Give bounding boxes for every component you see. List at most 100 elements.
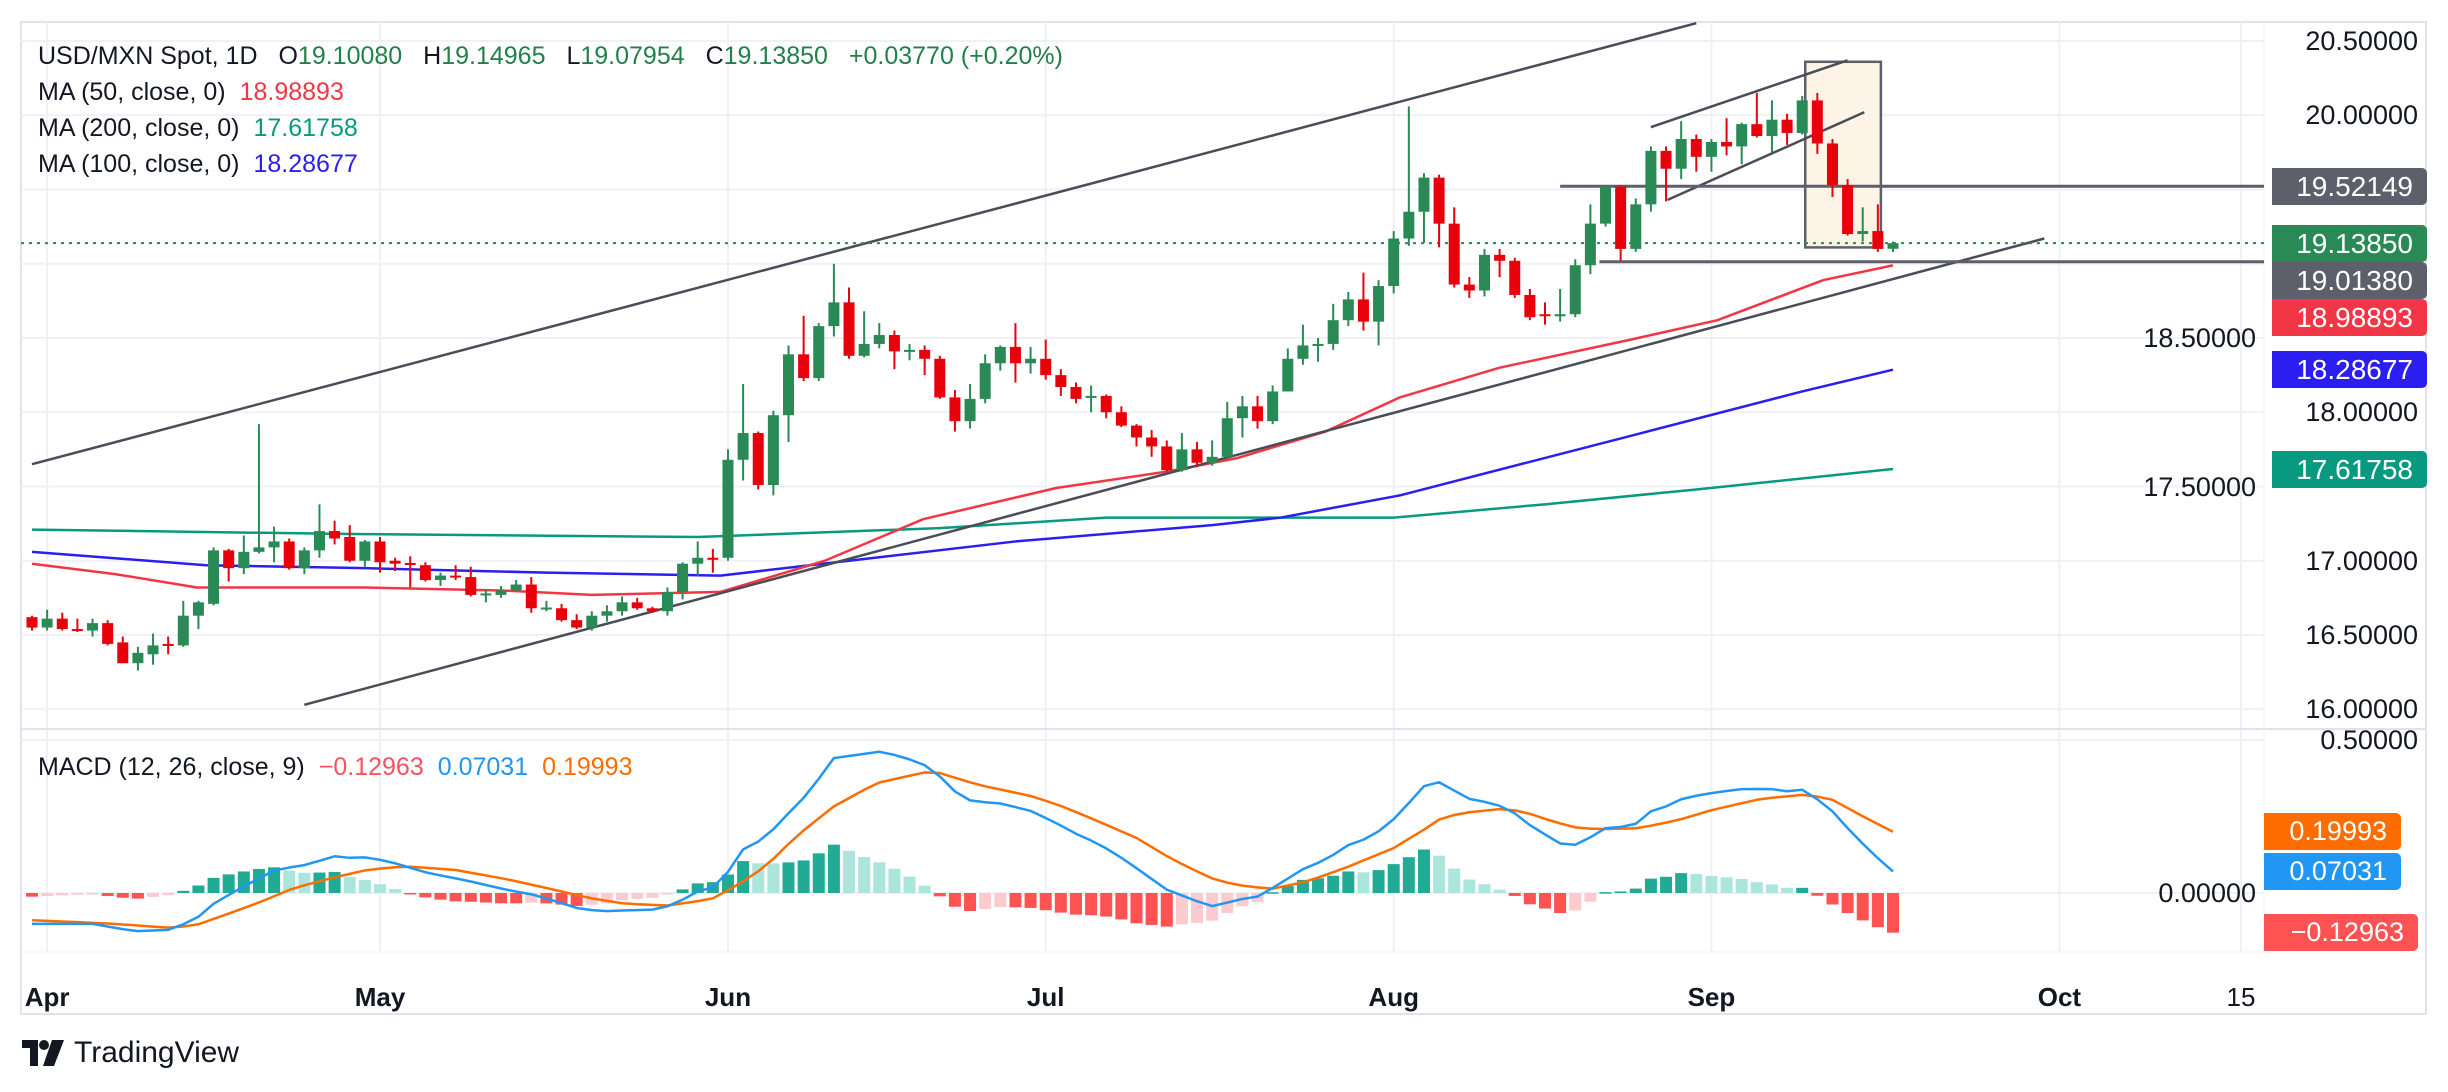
macd-histogram-bar bbox=[1660, 876, 1673, 893]
candle-body bbox=[510, 584, 522, 591]
macd-histogram-bar bbox=[979, 893, 992, 910]
candle-down bbox=[1055, 369, 1067, 396]
macd-histogram-bar bbox=[449, 893, 462, 902]
macd-histogram-bar bbox=[661, 893, 674, 895]
price-tag[interactable]: 18.28677 bbox=[2272, 351, 2427, 389]
candle-body bbox=[1781, 119, 1793, 134]
candle-body bbox=[1842, 185, 1854, 235]
ma100-legend[interactable]: MA (100, close, 0) 18.28677 bbox=[38, 149, 358, 179]
candle-down bbox=[102, 620, 114, 646]
candle-down bbox=[1690, 134, 1702, 172]
candle-down bbox=[1100, 394, 1112, 419]
candle-body bbox=[1327, 320, 1339, 344]
macd-legend[interactable]: MACD (12, 26, close, 9) −0.12963 0.07031 0.… bbox=[38, 752, 632, 782]
candle-down bbox=[707, 548, 719, 573]
time-axis-label: Jun bbox=[704, 982, 752, 1012]
macd-histogram-bar bbox=[1554, 893, 1567, 914]
macd-histogram-bar bbox=[676, 889, 689, 893]
symbol-title[interactable]: USD/MXN Spot, 1D bbox=[38, 42, 258, 70]
macd-histogram-bar bbox=[1266, 892, 1279, 894]
candle-body bbox=[1025, 358, 1037, 364]
price-tag[interactable]: 18.98893 bbox=[2272, 298, 2427, 336]
candle-body bbox=[223, 550, 235, 569]
price-scale-label: 17.50000 bbox=[2143, 471, 2256, 502]
macd-histogram-bar bbox=[933, 893, 946, 897]
macd-histogram-bar bbox=[1372, 870, 1385, 893]
macd-tag[interactable]: −0.12963 bbox=[2264, 914, 2418, 952]
candle-body bbox=[1690, 139, 1702, 157]
candle-down bbox=[465, 566, 477, 597]
macd-histogram-bar bbox=[903, 876, 916, 893]
candle-body bbox=[1282, 358, 1294, 392]
candle-down bbox=[374, 536, 386, 573]
price-tag[interactable]: 17.61758 bbox=[2272, 450, 2427, 488]
macd-histogram-bar bbox=[752, 863, 765, 893]
time-axis-label: Oct bbox=[2037, 982, 2082, 1012]
candle-up bbox=[586, 611, 598, 631]
price-scale-label: 20.00000 bbox=[2305, 100, 2418, 131]
candle-body bbox=[1418, 177, 1430, 212]
macd-histogram-bar bbox=[1191, 893, 1204, 923]
macd-histogram-bar bbox=[827, 844, 840, 893]
candle-body bbox=[1796, 100, 1808, 134]
macd-histogram-bar bbox=[1342, 871, 1355, 893]
candle-body bbox=[1524, 294, 1536, 318]
candle-body bbox=[1055, 375, 1067, 388]
macd-histogram-bar bbox=[1826, 893, 1839, 905]
candle-up bbox=[298, 547, 310, 575]
candle-body bbox=[1388, 238, 1400, 287]
price-tag[interactable]: 19.13850 bbox=[2272, 224, 2427, 262]
candle-up bbox=[813, 323, 825, 382]
candle-body bbox=[117, 642, 129, 664]
candle-down bbox=[1070, 382, 1082, 404]
price-tag[interactable]: 19.01380 bbox=[2272, 261, 2427, 299]
macd-histogram-bar bbox=[479, 893, 492, 903]
candle-body bbox=[26, 617, 38, 628]
candle-up bbox=[147, 633, 159, 665]
candle-body bbox=[1857, 231, 1869, 235]
candle-up bbox=[1418, 173, 1430, 243]
candle-body bbox=[1009, 346, 1021, 364]
candle-up bbox=[828, 263, 840, 337]
macd-histogram-bar bbox=[26, 893, 38, 897]
macd-histogram-bar bbox=[1841, 893, 1854, 914]
ma200-value: 17.61758 bbox=[253, 114, 358, 142]
candle-down bbox=[117, 636, 129, 664]
candle-body bbox=[1630, 204, 1642, 249]
candle-body bbox=[147, 645, 159, 655]
candle-up bbox=[510, 580, 522, 592]
candle-body bbox=[813, 326, 825, 379]
candle-body bbox=[1070, 387, 1082, 399]
candle-body bbox=[465, 577, 477, 595]
price-tag[interactable]: 19.52149 bbox=[2272, 167, 2427, 205]
macd-histogram-bar bbox=[631, 893, 644, 899]
macd-pane[interactable] bbox=[26, 750, 1899, 933]
macd-histogram-bar bbox=[1085, 893, 1098, 916]
candle-down bbox=[404, 556, 416, 588]
candle-body bbox=[1615, 186, 1627, 249]
price-pane[interactable] bbox=[21, 22, 2264, 707]
tradingview-logo[interactable]: TradingView bbox=[22, 1036, 239, 1070]
macd-tag[interactable]: 0.07031 bbox=[2264, 852, 2401, 890]
macd-histogram-bar bbox=[1039, 893, 1052, 911]
candle-down bbox=[26, 615, 38, 631]
candle-body bbox=[767, 415, 779, 486]
candle-body bbox=[994, 346, 1006, 364]
macd-scale-label: 0.00000 bbox=[2158, 878, 2256, 908]
candle-body bbox=[268, 541, 280, 548]
macd-histogram-bar bbox=[1720, 877, 1733, 893]
candle-body bbox=[661, 591, 673, 612]
ma200-legend[interactable]: MA (200, close, 0) 17.61758 bbox=[38, 113, 358, 143]
candle-down bbox=[1539, 302, 1551, 325]
macd-histogram-bar bbox=[1327, 875, 1340, 893]
candle-body bbox=[253, 547, 265, 552]
ma50-legend[interactable]: MA (50, close, 0) 18.98893 bbox=[38, 77, 344, 107]
candle-body bbox=[631, 602, 643, 609]
time-axis-label: 15 bbox=[2226, 982, 2256, 1012]
macd-histogram-bar bbox=[1629, 888, 1642, 893]
candle-body bbox=[208, 550, 220, 604]
price-scale-label: 18.50000 bbox=[2143, 323, 2256, 353]
macd-histogram-bar bbox=[616, 893, 629, 901]
macd-tag[interactable]: 0.19993 bbox=[2264, 813, 2401, 851]
